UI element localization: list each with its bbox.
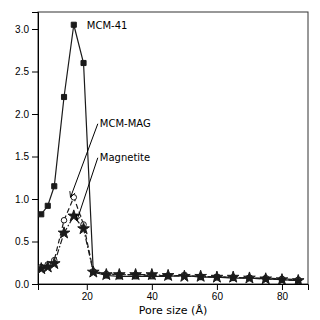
point bbox=[48, 257, 60, 268]
point bbox=[276, 274, 288, 284]
point bbox=[244, 272, 256, 283]
chart: 20 40 60 80 0.0 0.5 1.0 1.5 2.0 2.5 3.0 Pore size (… bbox=[0, 0, 320, 320]
tick-mark bbox=[32, 114, 38, 115]
tick-mark bbox=[32, 242, 38, 243]
tick-mark bbox=[32, 199, 38, 200]
tick: 0.0 bbox=[15, 279, 38, 290]
plot-frame bbox=[38, 12, 308, 284]
annotation-arrow bbox=[77, 158, 98, 221]
tick: 20 bbox=[82, 284, 94, 302]
tick: 60 bbox=[212, 284, 224, 302]
point bbox=[52, 184, 57, 189]
tick-label: 1.0 bbox=[15, 194, 29, 205]
point bbox=[260, 273, 272, 284]
tick-label: 40 bbox=[147, 291, 159, 302]
series bbox=[39, 22, 301, 283]
tick: 1.0 bbox=[15, 194, 38, 205]
point bbox=[58, 227, 70, 238]
point bbox=[87, 266, 99, 277]
series bbox=[38, 210, 304, 284]
annotation: MCM-MAG bbox=[100, 118, 151, 129]
tick-label: 0.0 bbox=[15, 279, 29, 290]
point bbox=[227, 271, 239, 282]
tick-label: 2.5 bbox=[15, 66, 29, 77]
series-line bbox=[41, 25, 298, 281]
x-axis-label: Pore size (Å) bbox=[139, 304, 207, 317]
tick-label: 1.5 bbox=[15, 151, 29, 162]
point bbox=[114, 269, 126, 280]
tick-mark bbox=[32, 29, 38, 30]
tick-label: 60 bbox=[212, 291, 224, 302]
tick-label: 0.5 bbox=[15, 236, 29, 247]
point bbox=[146, 269, 158, 280]
point bbox=[162, 269, 174, 280]
point bbox=[45, 203, 50, 208]
tick: 0.5 bbox=[15, 236, 38, 247]
marks bbox=[38, 22, 304, 284]
tick: 2.0 bbox=[15, 109, 38, 120]
tick-mark bbox=[32, 72, 38, 73]
tick: 1.5 bbox=[15, 151, 38, 162]
tick: 40 bbox=[147, 284, 159, 302]
point bbox=[81, 60, 86, 65]
tick-label: 20 bbox=[82, 291, 94, 302]
point bbox=[71, 22, 76, 27]
point bbox=[211, 271, 223, 282]
annotation-arrow bbox=[71, 124, 98, 198]
axis-line bbox=[32, 13, 39, 285]
tick-label: 80 bbox=[277, 291, 289, 302]
point bbox=[100, 269, 112, 280]
tick-mark bbox=[32, 284, 38, 285]
tick-mark bbox=[217, 284, 218, 290]
tick-mark bbox=[87, 284, 88, 290]
tick-mark bbox=[152, 284, 153, 290]
point bbox=[61, 217, 67, 223]
tick-label: 3.0 bbox=[15, 24, 29, 35]
plot: 20 40 60 80 0.0 0.5 1.0 1.5 2.0 2.5 3.0 Pore size (… bbox=[15, 12, 308, 317]
tick-mark bbox=[282, 284, 283, 290]
tick: 80 bbox=[277, 284, 289, 302]
point bbox=[61, 94, 66, 99]
point bbox=[78, 223, 90, 234]
point bbox=[39, 212, 44, 217]
point bbox=[292, 274, 304, 284]
point bbox=[195, 270, 207, 281]
annotation: MCM-41 bbox=[87, 20, 128, 31]
series bbox=[38, 195, 301, 283]
tick-mark bbox=[32, 157, 38, 158]
tick: 2.5 bbox=[15, 66, 38, 77]
point bbox=[71, 195, 77, 201]
x-axis: 20 40 60 80 bbox=[39, 284, 309, 302]
annotation: Magnetite bbox=[100, 152, 150, 163]
series-line bbox=[41, 197, 298, 279]
axis-line bbox=[39, 285, 309, 291]
series-line bbox=[41, 216, 298, 281]
tick-label: 2.0 bbox=[15, 109, 29, 120]
tick: 3.0 bbox=[15, 24, 38, 35]
y-axis: 0.0 0.5 1.0 1.5 2.0 2.5 3.0 bbox=[15, 13, 38, 290]
point bbox=[130, 269, 142, 280]
point bbox=[179, 270, 191, 281]
annotations: MCM-41 MCM-MAG Magnetite bbox=[71, 20, 151, 220]
